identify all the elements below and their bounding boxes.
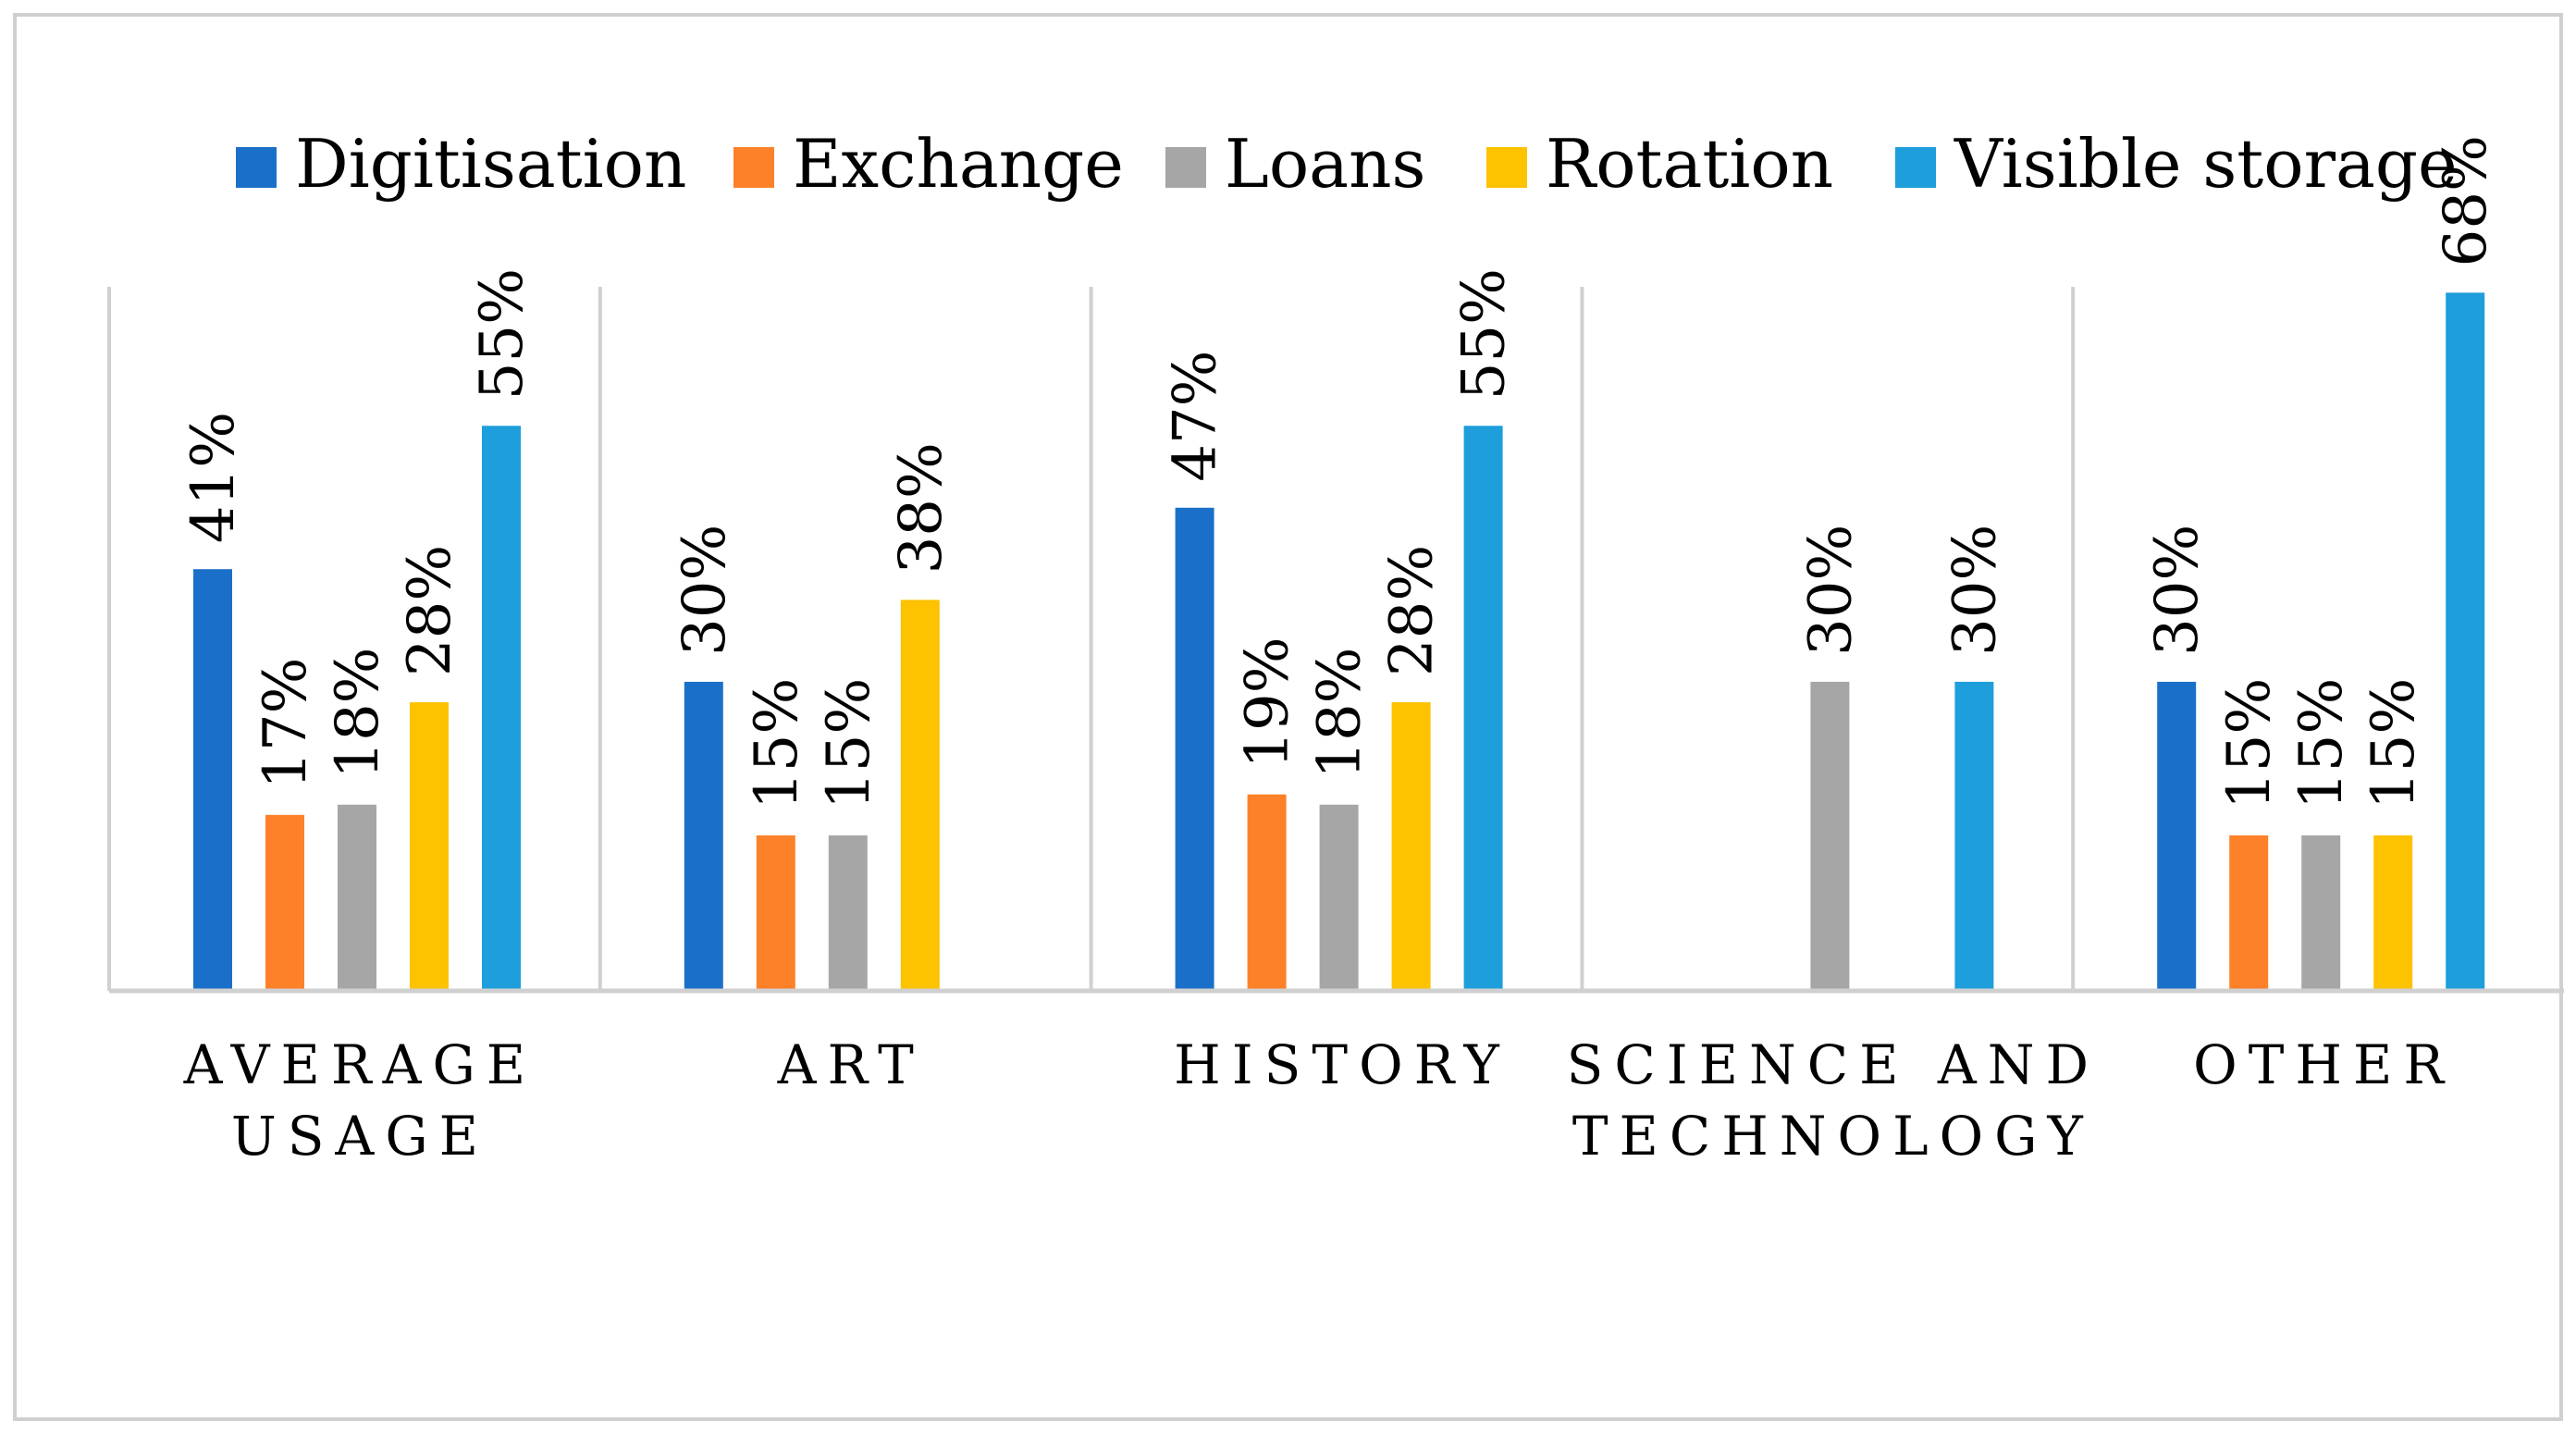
bar-rotation-2 [1391, 702, 1431, 989]
data-label-digitisation-2: 47% [1162, 351, 1230, 482]
legend-swatch [733, 147, 774, 188]
legend-label: Visible storage [1954, 125, 2458, 203]
data-label-visible-storage-2: 55% [1450, 268, 1519, 400]
legend-item-exchange: Exchange [733, 125, 1124, 203]
legend-item-rotation: Rotation [1486, 125, 1833, 203]
category-label-average-usage: USAGE [231, 1105, 489, 1168]
data-label-loans-2: 18% [1306, 648, 1374, 779]
legend-label: Loans [1225, 125, 1425, 203]
legend-item-visible-storage: Visible storage [1895, 125, 2458, 203]
bar-loans-3 [1810, 681, 1850, 989]
data-label-rotation-0: 28% [396, 545, 464, 676]
bar-loans-2 [1319, 804, 1359, 989]
category-label-average-usage: AVERAGE [183, 1033, 536, 1096]
category-label-history: HISTORY [1174, 1033, 1510, 1096]
category-label-science-and-technology: TECHNOLOGY [1572, 1105, 2094, 1168]
bar-exchange-0 [265, 814, 304, 989]
data-label-exchange-2: 19% [1234, 637, 1302, 768]
data-label-rotation-4: 15% [2360, 678, 2428, 810]
data-label-exchange-4: 15% [2215, 678, 2284, 810]
data-label-loans-1: 15% [815, 678, 883, 810]
bar-exchange-1 [756, 834, 795, 989]
data-label-rotation-1: 38% [887, 442, 955, 574]
bar-rotation-1 [900, 600, 940, 989]
legend-swatch [1165, 147, 1206, 188]
bars [193, 292, 2485, 989]
bar-exchange-4 [2229, 834, 2269, 989]
bar-rotation-0 [410, 702, 449, 989]
data-label-loans-3: 30% [1796, 525, 1865, 656]
data-label-digitisation-0: 41% [179, 412, 248, 543]
legend-item-digitisation: Digitisation [236, 125, 686, 203]
data-label-visible-storage-3: 30% [1941, 525, 2009, 656]
bar-digitisation-0 [193, 569, 232, 989]
data-label-loans-4: 15% [2287, 678, 2356, 810]
bar-exchange-2 [1247, 794, 1287, 989]
data-label-digitisation-1: 30% [671, 525, 739, 656]
bar-visible-storage-4 [2446, 292, 2485, 989]
legend-swatch [1486, 147, 1527, 188]
bar-loans-1 [828, 834, 868, 989]
data-label-visible-storage-0: 55% [468, 268, 536, 400]
bar-visible-storage-0 [482, 426, 521, 989]
category-label-art: ART [777, 1033, 925, 1096]
legend: Digitisation Exchange Loans Rotation Visible… [236, 125, 2458, 203]
data-label-rotation-2: 28% [1378, 545, 1447, 676]
legend-swatch [1895, 147, 1936, 188]
data-label-exchange-0: 17% [252, 658, 320, 789]
legend-label: Digitisation [295, 125, 686, 203]
data-label-exchange-1: 15% [743, 678, 811, 810]
data-label-loans-0: 18% [324, 648, 392, 779]
data-label-visible-storage-4: 68% [2432, 135, 2500, 266]
bar-rotation-4 [2373, 834, 2413, 989]
bar-digitisation-4 [2157, 681, 2197, 989]
bar-loans-4 [2301, 834, 2341, 989]
category-separators [107, 287, 2076, 991]
value-labels: 41%17% 18%28%55%30%15% 15%38%47%19% 18%28%5… [179, 135, 2500, 810]
category-labels: AVERAGE USAGE ART HISTORY SCIENCE AND TECHNOL… [183, 1033, 2455, 1168]
bar-loans-0 [338, 804, 376, 989]
bar-visible-storage-2 [1463, 426, 1503, 989]
bar-digitisation-1 [684, 681, 723, 989]
category-label-science-and-technology: SCIENCE AND [1567, 1033, 2100, 1096]
data-label-digitisation-4: 30% [2143, 525, 2212, 656]
bar-digitisation-2 [1175, 507, 1214, 989]
bar-visible-storage-3 [1954, 681, 1994, 989]
legend-label: Rotation [1546, 125, 1833, 203]
legend-item-loans: Loans [1165, 125, 1425, 203]
category-label-other: OTHER [2193, 1033, 2455, 1096]
legend-label: Exchange [793, 125, 1124, 203]
legend-swatch [236, 147, 277, 188]
